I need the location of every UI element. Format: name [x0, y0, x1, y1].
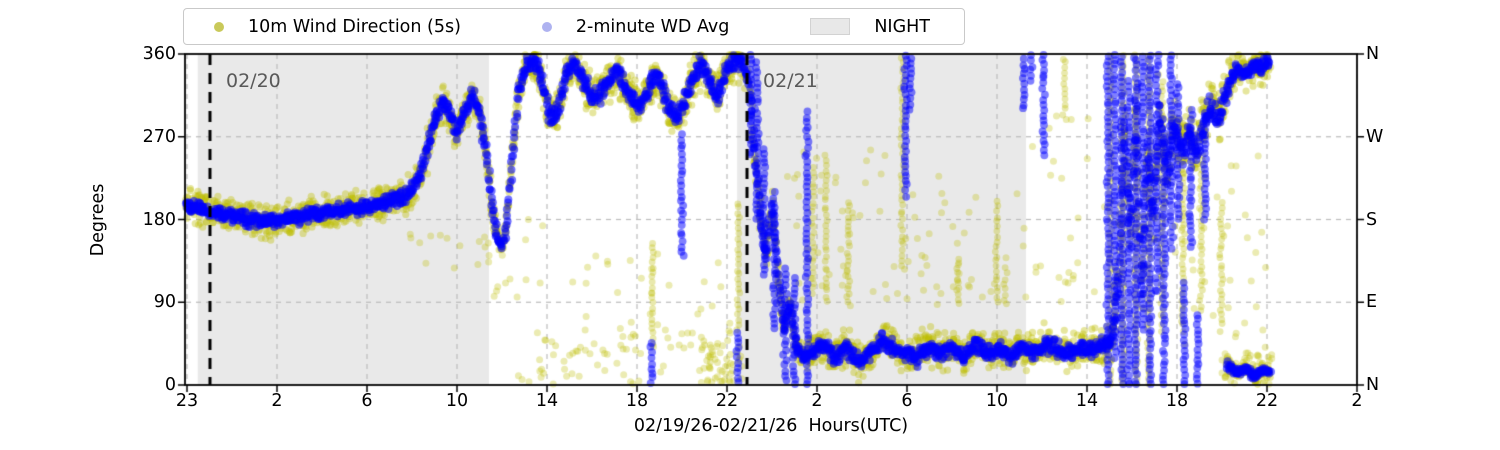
legend-item-night: NIGHT — [810, 17, 930, 37]
x-tick-label: 22 — [715, 391, 739, 411]
x-tick-label: 10 — [445, 391, 469, 411]
legend-label-wd-avg: 2-minute WD Avg — [575, 16, 730, 37]
compass-tick-label: N — [1366, 375, 1380, 395]
night-shading-patch-icon — [810, 18, 851, 35]
compass-tick-label: S — [1366, 209, 1378, 230]
legend-label-wind-5s: 10m Wind Direction (5s) — [248, 16, 461, 37]
chart-legend: 10m Wind Direction (5s) 2-minute WD Avg … — [183, 8, 965, 45]
x-tick-label: 14 — [1075, 391, 1099, 411]
compass-tick-label: N — [1366, 44, 1380, 64]
x-tick-label: 22 — [1255, 391, 1279, 411]
x-tick-label: 18 — [1165, 391, 1189, 411]
date-annotation-0220: 02/20 — [225, 70, 281, 92]
y-tick-label: 0 — [164, 375, 176, 395]
x-tick-label: 6 — [901, 391, 913, 411]
y-tick-label: 180 — [142, 209, 176, 230]
compass-tick-label: E — [1366, 292, 1378, 313]
legend-item-wd-avg: 2-minute WD Avg — [541, 16, 730, 37]
yellow-dot-marker-icon — [214, 21, 224, 32]
y-axis-label: Degrees — [88, 183, 108, 257]
blue-dot-marker-icon — [541, 21, 552, 32]
y-tick-label: 270 — [142, 126, 176, 147]
x-tick-label: 14 — [535, 391, 559, 411]
compass-tick-label: W — [1366, 126, 1384, 147]
legend-item-wind-5s: 10m Wind Direction (5s) — [214, 17, 461, 37]
x-tick-label: 2 — [811, 391, 823, 411]
x-tick-label: 10 — [985, 391, 1009, 411]
x-axis-label: 02/19/26-02/21/26 Hours(UTC) — [633, 416, 909, 436]
y-tick-label: 90 — [153, 292, 176, 313]
y-tick-label: 360 — [142, 44, 176, 64]
x-tick-label: 2 — [1351, 391, 1363, 411]
x-tick-label: 2 — [271, 391, 283, 411]
x-tick-label: 23 — [175, 391, 199, 411]
date-annotation-0221: 02/21 — [763, 70, 818, 92]
x-tick-label: 6 — [361, 391, 373, 411]
legend-label-night: NIGHT — [874, 16, 930, 37]
x-tick-label: 18 — [625, 391, 649, 411]
